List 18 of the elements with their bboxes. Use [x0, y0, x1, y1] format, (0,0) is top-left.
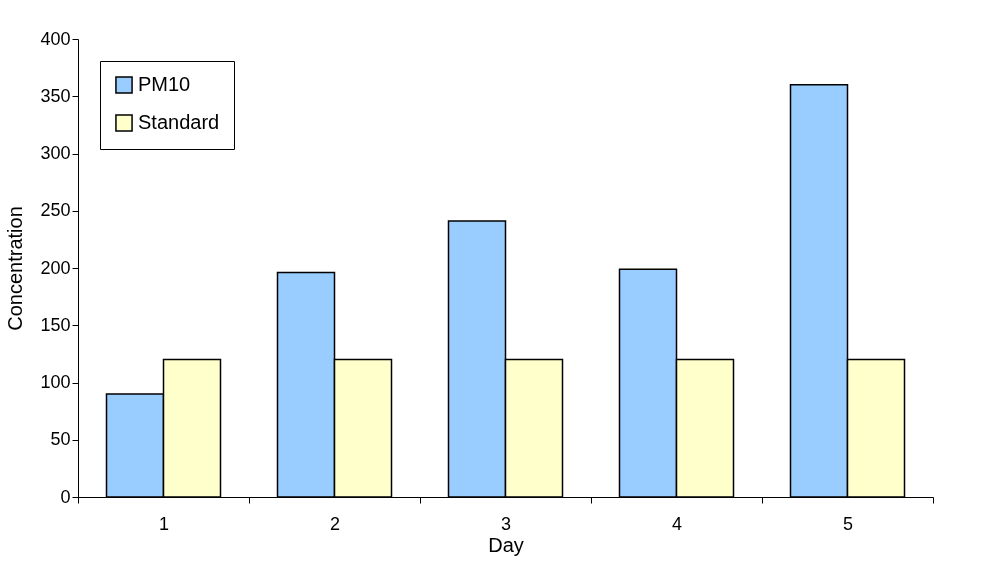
- x-tick-label: 5: [842, 513, 854, 534]
- y-tick-label: 50: [50, 429, 71, 450]
- x-tick-label: 3: [500, 513, 512, 534]
- y-tick-label: 200: [40, 257, 71, 278]
- y-tick-label: 0: [60, 486, 71, 507]
- y-tick-label: 400: [40, 28, 71, 49]
- y-tick-label: 300: [40, 143, 71, 163]
- y-tick-label: 250: [40, 200, 71, 221]
- y-tick-label: 350: [40, 85, 71, 106]
- legend-label: Standard: [138, 111, 220, 133]
- x-tick-label: 2: [329, 513, 341, 534]
- x-tick-label: 4: [671, 513, 683, 534]
- y-tick-label: 150: [40, 314, 71, 335]
- x-axis-title: Day: [488, 533, 524, 556]
- y-axis-title: Concentration: [4, 206, 27, 331]
- x-tick-label: 1: [158, 513, 170, 534]
- y-tick-label: 100: [40, 372, 71, 392]
- legend-label: PM10: [138, 73, 191, 95]
